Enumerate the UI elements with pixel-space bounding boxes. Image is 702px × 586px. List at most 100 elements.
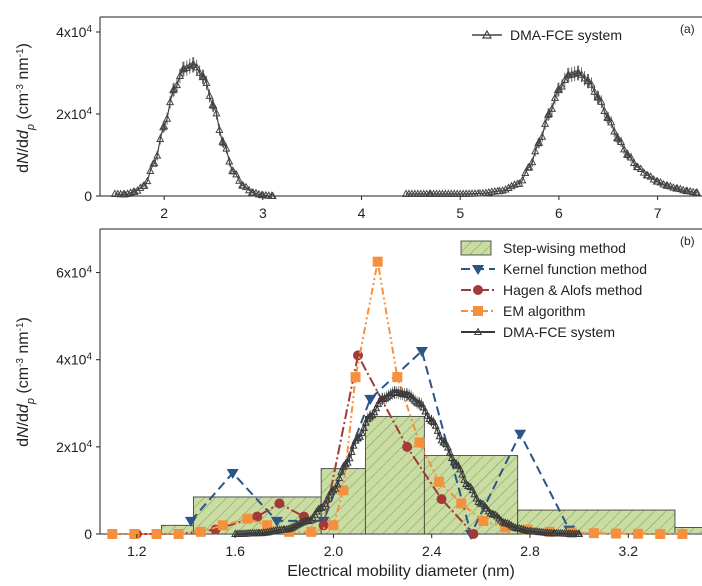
dma-fce-system-point	[321, 499, 330, 507]
kernel-function-method-line	[190, 349, 571, 537]
legend-hagen-alofs-method-label: Hagen & Alofs method	[503, 282, 642, 298]
step-wising-bar	[364, 415, 425, 535]
dma-fce-system-point	[329, 485, 338, 494]
dma-fce-system-point	[306, 515, 315, 524]
panel-b-y-axis-label: dN/ddp (cm-3 nm-1)	[15, 317, 38, 447]
dma-fce-system-point	[489, 509, 498, 518]
panel-a-data-point	[649, 174, 658, 183]
dma-fce-system-point	[456, 464, 465, 473]
panel-a-y-tick-label: 2x104	[56, 106, 92, 123]
panel-a-data-point	[636, 164, 645, 172]
panel-a-data-point	[693, 188, 702, 196]
kernel-function-method-point	[270, 516, 283, 527]
kernel-function-method-point	[514, 429, 527, 440]
dma-fce-system-point	[575, 529, 584, 537]
dma-fce-system-point	[331, 484, 340, 492]
hagen-alofs-method-point	[318, 520, 329, 531]
panel-a-legend: DMA-FCE system	[472, 27, 622, 43]
panel-b-y-tick-label: 6x104	[56, 264, 92, 281]
panel-a-data-point	[498, 186, 507, 194]
panel-a-x-tick-label: 7	[654, 205, 662, 221]
legend-em-algorithm-label: EM algorithm	[503, 303, 585, 319]
dma-fce-system-point	[517, 524, 526, 533]
legend-step-wising-swatch	[460, 240, 492, 256]
em-algorithm-point	[611, 528, 621, 539]
em-algorithm-point	[350, 372, 361, 383]
panel-a-data-point	[525, 162, 534, 171]
dma-fce-system-point	[317, 503, 326, 511]
panel-a-data-point	[518, 175, 527, 184]
panel-b-x-axis-label: Electrical mobility diameter (nm)	[287, 563, 515, 580]
panel-a-x-tick-label: 3	[259, 205, 267, 221]
hagen-alofs-method-point	[436, 494, 447, 505]
panel-a-label: (a)	[680, 22, 695, 36]
em-algorithm-point	[173, 529, 184, 539]
hagen-alofs-method-point	[252, 511, 263, 522]
panel-a-data-point	[140, 181, 149, 189]
panel-b-x-tick-label: 2.8	[520, 543, 540, 559]
dma-fce-system-point	[509, 522, 518, 530]
panel-a-data-point	[232, 169, 241, 178]
panel-a-data-point	[504, 183, 513, 191]
legend-dma-fce-system-label: DMA-FCE system	[503, 324, 615, 340]
panel-b-x-tick-label: 1.6	[225, 543, 245, 559]
em-algorithm-point	[633, 528, 644, 539]
hagen-alofs-method-point	[402, 441, 413, 452]
panel-a-data-point	[149, 159, 158, 167]
panel-a-data-point	[244, 185, 254, 194]
kernel-function-method-point	[415, 347, 428, 357]
panel-a-data-point	[242, 182, 251, 191]
panel-a-y-tick-label: 0	[84, 188, 92, 204]
panel-a-data-point	[150, 158, 159, 167]
em-algorithm-point	[392, 372, 403, 383]
panel-b-marks	[107, 256, 688, 540]
dma-fce-system-point	[323, 495, 332, 503]
dma-fce-system-point	[333, 479, 342, 488]
dma-fce-system-point	[458, 469, 467, 478]
panel-b-legend: Step-wising method Kernel function method…	[460, 240, 647, 340]
em-algorithm-point	[242, 513, 253, 524]
em-algorithm-point	[655, 529, 666, 539]
panel-a-data-point	[268, 191, 277, 199]
em-algorithm-point	[478, 515, 489, 526]
dma-fce-system-point	[519, 525, 528, 533]
legend-kernel-function-method-marker	[472, 265, 484, 275]
panel-a-data-point	[146, 166, 155, 174]
panel-b-label: (b)	[680, 234, 695, 248]
dma-fce-system-point	[521, 525, 530, 534]
em-algorithm-point	[677, 529, 688, 539]
panel-b-x-tick-label: 2.4	[422, 543, 442, 559]
kernel-function-method-point	[184, 516, 197, 527]
dma-fce-system-point	[460, 475, 469, 483]
panel-a-marks	[110, 57, 702, 199]
em-algorithm-point	[588, 528, 599, 539]
em-algorithm-point	[306, 526, 317, 537]
em-algorithm-point	[328, 520, 339, 531]
panel-a-x-tick-label: 2	[160, 205, 168, 221]
em-algorithm-point	[262, 520, 273, 531]
em-algorithm-point	[338, 485, 349, 496]
legend-em-algorithm-marker	[473, 306, 483, 316]
em-algorithm-point	[129, 529, 140, 539]
legend-dma-fce-system-marker	[473, 327, 483, 335]
panel-a-data-point	[130, 187, 139, 195]
kernel-function-method-point	[226, 469, 239, 479]
panel-a-legend-label: DMA-FCE system	[510, 27, 622, 43]
panel-a-data-point	[228, 166, 237, 174]
dma-fce-system-point	[335, 473, 344, 482]
em-algorithm-point	[195, 526, 206, 537]
panel-b-y-tick-label: 2x104	[56, 438, 92, 455]
dma-fce-system-point	[337, 467, 346, 475]
em-algorithm-point	[414, 437, 425, 448]
panel-b-ticks: 1.2 1.6 2.0 2.4 2.8 3.2 0 2x104 4x104 6x104	[56, 264, 638, 559]
panel-a-data-point	[633, 162, 642, 171]
dma-fce-system-point	[468, 485, 477, 494]
step-wising-bar	[674, 527, 702, 535]
em-algorithm-point	[500, 522, 511, 533]
panel-a-data-point	[123, 189, 132, 197]
dma-fce-system-point	[470, 489, 479, 498]
em-algorithm-point	[107, 529, 118, 539]
panel-a-legend-marker	[481, 29, 493, 39]
panel-a-data-point	[507, 181, 516, 190]
